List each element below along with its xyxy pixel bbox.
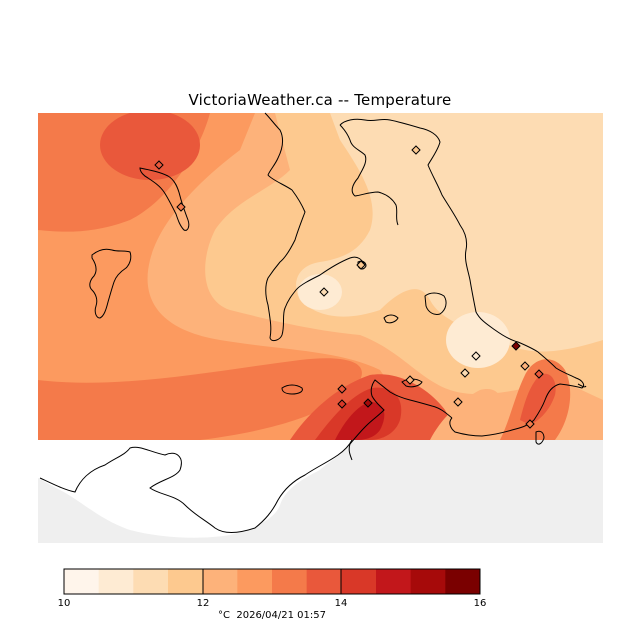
temp-hot-east-core xyxy=(520,373,556,425)
coastline-south-land xyxy=(39,439,353,533)
station-marker[interactable] xyxy=(337,399,347,409)
colorbar-frame xyxy=(63,568,481,595)
unit-label: °C xyxy=(218,610,230,621)
map-title: VictoriaWeather.ca -- Temperature xyxy=(188,91,452,109)
colorbar-cell xyxy=(202,569,238,594)
coastline-islet-3 xyxy=(383,314,399,324)
coastline-peninsula xyxy=(264,112,366,342)
coastline-inner-north xyxy=(339,124,399,226)
colorbar-tick-label: 10 xyxy=(57,598,71,609)
station-marker[interactable] xyxy=(356,260,366,270)
colorbar-tick-label: 16 xyxy=(473,598,487,609)
station-marker[interactable] xyxy=(460,368,470,378)
station-marker[interactable] xyxy=(337,384,347,394)
temp-hotspot-nw xyxy=(100,113,200,180)
colorbar-cell xyxy=(306,569,342,594)
station-marker[interactable] xyxy=(319,287,329,297)
station-marker[interactable] xyxy=(453,397,463,407)
coastline-islet-5 xyxy=(535,430,545,445)
station-marker[interactable] xyxy=(471,351,481,361)
station-marker[interactable] xyxy=(176,202,186,212)
station-marker[interactable] xyxy=(511,341,521,351)
coastlines xyxy=(89,112,587,461)
coastline-islet-1 xyxy=(424,292,447,315)
coastline-south xyxy=(348,379,453,461)
colorbar-cell xyxy=(341,569,377,594)
colorbar-tick-label: 14 xyxy=(334,598,348,609)
colorbar-cell xyxy=(410,569,446,594)
timestamp-label: 2026/04/21 01:57 xyxy=(236,610,326,621)
coastline-north-island xyxy=(139,167,190,231)
colorbar-cell xyxy=(445,569,481,594)
colorbar-caption: °C 2026/04/21 01:57 xyxy=(218,610,326,621)
colorbar-cell xyxy=(237,569,273,594)
station-marker[interactable] xyxy=(363,398,373,408)
temp-band-sw xyxy=(38,358,362,440)
colorbar-tick-label: 12 xyxy=(196,598,210,609)
colorbar-cell xyxy=(64,569,100,594)
coastline-inner-island xyxy=(339,118,585,437)
coastline-islet-2 xyxy=(281,384,303,395)
temp-pale-spot-east xyxy=(446,312,510,368)
temp-region-105 xyxy=(296,113,603,352)
station-marker[interactable] xyxy=(154,160,164,170)
colorbar-cell xyxy=(98,569,134,594)
coastline-west-island xyxy=(89,248,132,319)
colorbar-cells xyxy=(64,569,481,594)
station-marker[interactable] xyxy=(405,375,415,385)
station-marker[interactable] xyxy=(534,369,544,379)
station-marker[interactable] xyxy=(525,419,535,429)
colorbar-cell xyxy=(376,569,412,594)
station-marker[interactable] xyxy=(520,361,530,371)
colorbar-cell xyxy=(272,569,308,594)
colorbar-cell xyxy=(133,569,169,594)
temp-band-south xyxy=(430,389,502,440)
coastline-east-tip xyxy=(577,383,587,388)
station-markers xyxy=(154,145,544,429)
temp-hot-south-peak xyxy=(335,402,385,440)
colorbar-cell xyxy=(168,569,204,594)
station-marker[interactable] xyxy=(411,145,421,155)
